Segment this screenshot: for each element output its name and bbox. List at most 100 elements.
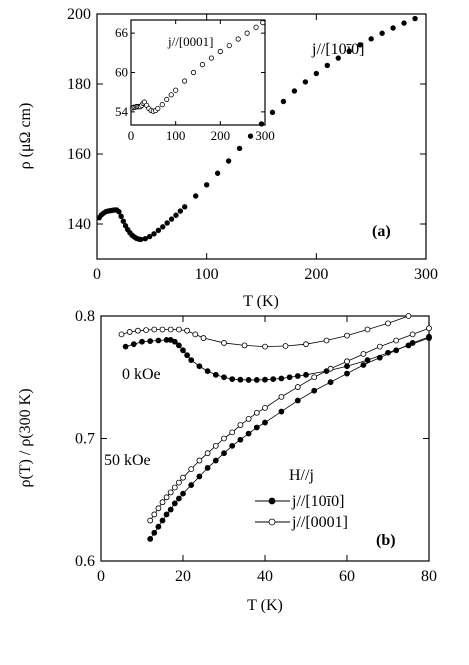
panel-a-point: [247, 133, 254, 139]
inset-point: [164, 96, 170, 103]
inset-point: [253, 24, 259, 30]
panel-b-point: [212, 457, 219, 464]
panel-a-point: [280, 98, 287, 105]
panel-b-point: [237, 436, 244, 443]
panel-b-series-line: [149, 327, 430, 521]
panel-a-x-tick-label: 100: [195, 266, 219, 283]
panel-b-point: [221, 435, 227, 442]
panel-b-x-tick-label: 0: [97, 568, 105, 585]
panel-b-point: [360, 362, 367, 368]
panel-a-x-tick-label: 300: [414, 266, 438, 283]
panel-a-point: [118, 213, 124, 219]
panel-b-point: [245, 377, 252, 383]
legend-marker-filled: [268, 497, 276, 505]
inset-point: [235, 36, 241, 42]
panel-b-point: [311, 374, 318, 381]
panel-a-y-tick-label: 140: [67, 216, 91, 233]
panel-b-point: [159, 326, 166, 333]
panel-a-point: [225, 158, 232, 164]
panel-a-point: [357, 42, 363, 48]
panel-b-point: [376, 354, 383, 361]
panel-b-series-line: [125, 337, 430, 381]
panel-b-point: [180, 490, 186, 497]
panel-b-point: [323, 337, 330, 344]
panel-b-y-axis-label: ρ(T) / ρ(300 K): [17, 388, 34, 487]
panel-a-point: [236, 145, 243, 152]
panel-b-y-tick-label: 0.6: [75, 553, 95, 570]
panel-b-point: [175, 479, 182, 486]
annotation-0-kOe: 0 kOe: [122, 366, 161, 383]
panel-b-point: [196, 363, 203, 370]
panel-b-point: [221, 340, 227, 346]
panel-b-point: [180, 347, 186, 354]
panel-a-point: [346, 48, 352, 54]
inset-tick-labels: 0 100 200 300 54 60 66: [115, 25, 275, 143]
panel-a-point: [379, 30, 385, 36]
panel-b-point: [262, 404, 268, 411]
inset-y-tick-label: 66: [115, 25, 129, 40]
panel-b-point: [204, 450, 211, 457]
panel-a-point: [390, 25, 396, 31]
panel-b-point: [196, 457, 203, 464]
panel-a-point: [146, 233, 153, 240]
panel-b-point: [221, 374, 227, 381]
inset-point: [155, 105, 161, 112]
panel-b-point: [163, 511, 170, 518]
panel-b-point: [282, 343, 289, 349]
panel-b-point: [364, 326, 371, 333]
panel-b-point: [139, 338, 145, 345]
panel-b-point: [184, 327, 191, 334]
panel-b-point: [364, 357, 371, 364]
panel-b-point: [344, 370, 350, 377]
panel-b-y-tick-label: 0.8: [75, 308, 95, 325]
panel-a-point: [155, 227, 162, 233]
panel-b-point: [253, 424, 260, 431]
panel-b-ticks: [100, 315, 430, 562]
panel-b-point: [294, 373, 301, 379]
panel-b-point: [405, 342, 412, 349]
panel-b-point: [278, 408, 285, 415]
panel-b-point: [344, 363, 350, 370]
panel-b-point: [229, 376, 236, 382]
panel-b-point: [344, 358, 350, 365]
panel-b: 0 20 40 60 80 0.6 0.7 0.8 0 kOe 50 kOe H//j j//…: [17, 308, 437, 614]
panel-b-point: [241, 342, 248, 349]
legend-label-filled: j//[10ī0]: [291, 493, 344, 510]
panel-a-x-axis-label: T (K): [243, 293, 279, 310]
inset-point: [168, 92, 174, 98]
panel-a-point: [203, 182, 210, 188]
panel-b-point: [262, 343, 268, 350]
panel-b-point: [270, 376, 277, 382]
panel-a-point: [160, 224, 166, 230]
panel-a: 0 100 200 300 140 160 180 200 j//[10ī0] (a) T (…: [17, 6, 438, 310]
panel-b-series-lines: [121, 315, 430, 540]
panel-b-point: [303, 341, 309, 348]
panel-b-x-tick-label: 80: [421, 568, 437, 585]
panel-a-point: [173, 212, 179, 218]
panel-b-point: [426, 333, 432, 340]
panel-b-point: [171, 338, 178, 345]
panel-b-x-tick-label: 40: [257, 568, 273, 585]
inset-x-tick-label: 300: [255, 128, 275, 143]
panel-b-point: [188, 482, 195, 488]
panel-a-y-axis-label: ρ (μΩ cm): [17, 103, 34, 170]
inset-y-tick-label: 60: [115, 65, 128, 80]
panel-a-point: [313, 70, 320, 77]
panel-b-point: [245, 430, 252, 437]
panel-a-point: [151, 231, 157, 237]
panel-b-point: [262, 376, 268, 383]
panel-a-point: [412, 15, 418, 22]
panel-b-point: [147, 517, 154, 524]
panel-b-point: [175, 326, 182, 333]
panel-b-point: [229, 442, 236, 449]
panel-b-point: [253, 409, 260, 416]
panel-b-point: [151, 326, 158, 333]
annotation-50-kOe: 50 kOe: [104, 452, 151, 469]
inset-ticks: [130, 20, 266, 125]
panel-b-point: [278, 393, 285, 400]
panel-a-point: [168, 216, 175, 222]
panel-b-tick-labels: 0 20 40 60 80 0.6 0.7 0.8: [75, 308, 437, 585]
panel-a-point: [368, 36, 374, 42]
panel-a-point: [291, 88, 298, 94]
inset-point: [226, 42, 232, 49]
